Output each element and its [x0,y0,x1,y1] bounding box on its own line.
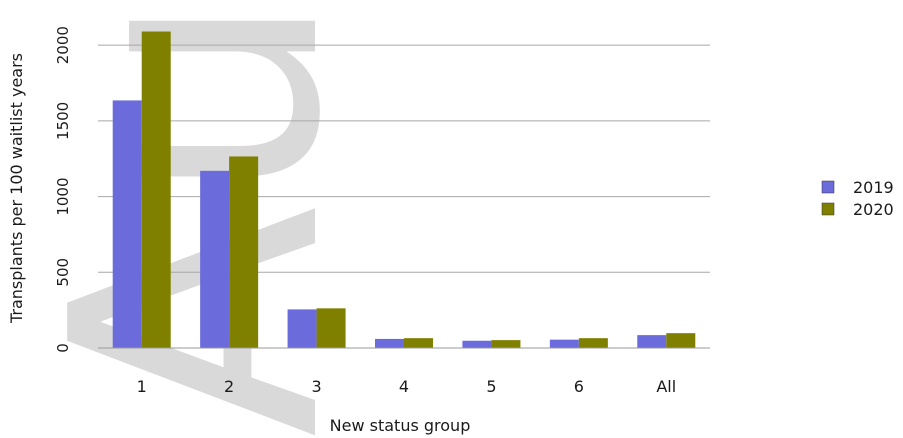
x-axis-ticks: 1 2 3 4 5 6 All [137,377,677,396]
bar-2019-2 [200,170,230,348]
y-tick-label: 0 [54,343,72,353]
legend-label: 2019 [853,178,894,197]
x-tick-label: 4 [399,377,409,396]
bar-2019-4 [375,338,404,348]
bar-2020-3 [316,308,346,348]
legend-swatch-2020 [821,202,835,216]
bars [112,31,696,349]
y-tick-label: 1500 [54,102,72,140]
y-tick-label: 1000 [54,177,72,215]
x-tick-label: 2 [224,377,234,396]
bar-2019-1 [112,100,142,349]
bar-2020-4 [404,338,433,348]
x-axis-title: New status group [330,416,471,435]
legend-swatch-2019 [821,180,835,194]
watermark-text: Author [0,0,396,438]
bar-2019-6 [549,339,579,348]
watermark: Author [0,0,396,438]
bar-2020-All [666,333,696,348]
x-tick-label: 5 [486,377,496,396]
y-axis-ticks: 0 500 1000 1500 2000 [54,26,72,353]
x-tick-label: 1 [137,377,147,396]
legend: 2019 2020 [821,178,894,219]
x-tick-label: 3 [311,377,321,396]
y-axis-title: Transplants per 100 waitlist years [7,53,26,324]
bar-2020-5 [491,340,521,348]
bar-2019-All [637,335,667,348]
bar-2019-3 [287,309,317,348]
y-tick-label: 2000 [54,26,72,64]
bar-2020-6 [578,338,608,348]
bar-2020-2 [229,156,259,348]
bar-2019-5 [462,340,492,348]
x-tick-label: All [656,377,676,396]
bar-2020-1 [141,31,171,349]
y-tick-label: 500 [54,258,72,287]
gridlines [98,44,710,273]
x-tick-label: 6 [574,377,584,396]
legend-label: 2020 [853,200,894,219]
